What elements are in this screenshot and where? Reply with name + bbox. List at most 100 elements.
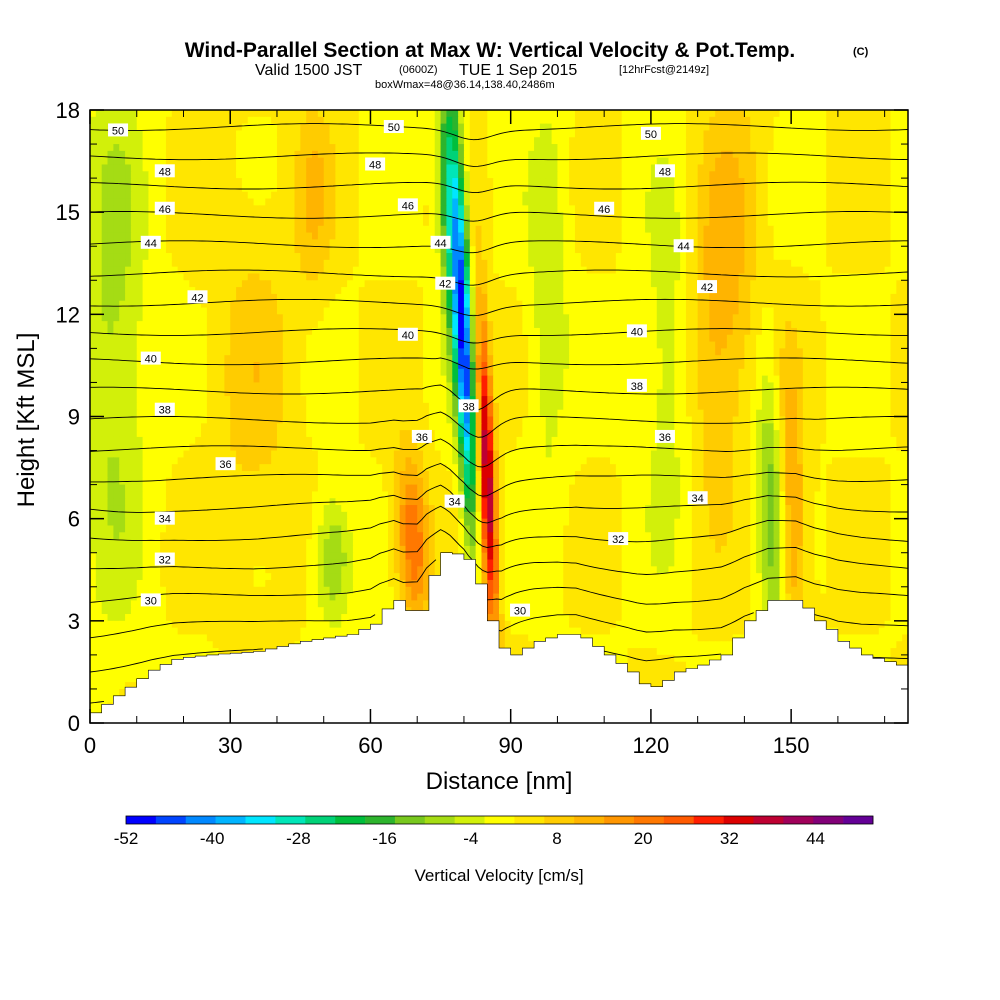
field-cell bbox=[650, 307, 658, 315]
field-cell bbox=[837, 110, 845, 118]
field-cell bbox=[358, 341, 366, 349]
field-cell bbox=[586, 178, 594, 186]
field-cell bbox=[557, 266, 564, 275]
field-cell bbox=[364, 334, 372, 343]
field-cell bbox=[417, 327, 424, 336]
field-cell bbox=[504, 341, 512, 349]
field-cell bbox=[417, 321, 424, 329]
valid-date: TUE 1 Sep 2015 bbox=[459, 62, 577, 79]
field-cell bbox=[534, 334, 541, 343]
field-cell bbox=[808, 137, 816, 145]
field-cell bbox=[767, 150, 775, 159]
field-cell bbox=[276, 110, 284, 118]
field-cell bbox=[125, 144, 132, 152]
field-cell bbox=[218, 116, 225, 125]
field-cell bbox=[855, 266, 862, 275]
field-cell bbox=[744, 259, 751, 268]
field-cell bbox=[206, 191, 214, 200]
field-cell bbox=[358, 144, 366, 152]
field-cell bbox=[598, 164, 605, 172]
field-cell bbox=[469, 164, 477, 172]
field-cell bbox=[504, 178, 512, 186]
field-cell bbox=[201, 334, 208, 343]
field-cell bbox=[428, 253, 436, 261]
field-cell bbox=[820, 144, 827, 152]
field-cell bbox=[650, 191, 658, 200]
field-cell bbox=[855, 327, 862, 336]
field-cell bbox=[504, 123, 512, 132]
field-cell bbox=[569, 171, 576, 179]
field-cell bbox=[878, 300, 886, 309]
field-cell bbox=[271, 178, 278, 186]
field-cell bbox=[738, 341, 745, 349]
field-cell bbox=[469, 137, 477, 145]
field-cell bbox=[721, 191, 728, 200]
field-cell bbox=[802, 246, 810, 254]
field-cell bbox=[750, 334, 757, 343]
field-cell bbox=[458, 253, 465, 261]
field-cell bbox=[335, 321, 342, 329]
field-cell bbox=[329, 348, 336, 356]
field-cell bbox=[802, 157, 810, 166]
field-cell bbox=[148, 184, 155, 193]
field-cell bbox=[142, 273, 150, 281]
field-cell bbox=[499, 218, 506, 227]
field-cell bbox=[645, 110, 652, 118]
field-cell bbox=[750, 314, 757, 322]
field-cell bbox=[136, 266, 144, 275]
field-cell bbox=[236, 191, 243, 200]
field-cell bbox=[668, 157, 675, 166]
field-cell bbox=[843, 171, 851, 179]
field-cell bbox=[814, 225, 821, 234]
field-cell bbox=[417, 280, 424, 288]
field-cell bbox=[125, 137, 132, 145]
field-cell bbox=[382, 341, 389, 349]
field-cell bbox=[890, 273, 897, 281]
field-cell bbox=[738, 266, 745, 275]
field-cell bbox=[393, 232, 401, 241]
field-cell bbox=[493, 137, 500, 145]
field-cell bbox=[358, 225, 366, 234]
field-cell bbox=[417, 253, 424, 261]
field-cell bbox=[288, 348, 296, 356]
field-cell bbox=[165, 123, 173, 132]
field-cell bbox=[393, 171, 401, 179]
field-cell bbox=[761, 232, 769, 241]
field-cell bbox=[820, 130, 827, 138]
field-cell bbox=[323, 307, 331, 315]
field-cell bbox=[621, 130, 629, 138]
field-cell bbox=[95, 293, 103, 302]
field-cell bbox=[282, 348, 290, 356]
field-cell bbox=[411, 184, 418, 193]
field-cell bbox=[732, 314, 740, 322]
field-cell bbox=[352, 307, 360, 315]
field-cell bbox=[872, 178, 880, 186]
field-cell bbox=[855, 137, 862, 145]
field-cell bbox=[633, 198, 640, 206]
field-cell bbox=[586, 293, 594, 302]
field-cell bbox=[306, 314, 313, 322]
field-cell bbox=[387, 253, 395, 261]
field-cell bbox=[399, 184, 407, 193]
field-cell bbox=[545, 253, 553, 261]
field-cell bbox=[352, 348, 360, 356]
field-cell bbox=[382, 218, 389, 227]
field-cell bbox=[744, 150, 751, 159]
field-cell bbox=[574, 116, 582, 125]
field-cell bbox=[872, 116, 880, 125]
field-cell bbox=[615, 178, 623, 186]
field-cell bbox=[107, 300, 114, 309]
field-cell bbox=[288, 293, 296, 302]
field-cell bbox=[446, 327, 453, 336]
field-cell bbox=[201, 300, 208, 309]
field-cell bbox=[288, 225, 296, 234]
field-cell bbox=[580, 307, 588, 315]
field-cell bbox=[475, 259, 483, 268]
field-cell bbox=[236, 348, 243, 356]
field-cell bbox=[849, 341, 857, 349]
field-cell bbox=[691, 144, 699, 152]
field-cell bbox=[685, 191, 693, 200]
field-cell bbox=[481, 287, 488, 295]
field-cell bbox=[726, 137, 734, 145]
field-cell bbox=[610, 171, 617, 179]
